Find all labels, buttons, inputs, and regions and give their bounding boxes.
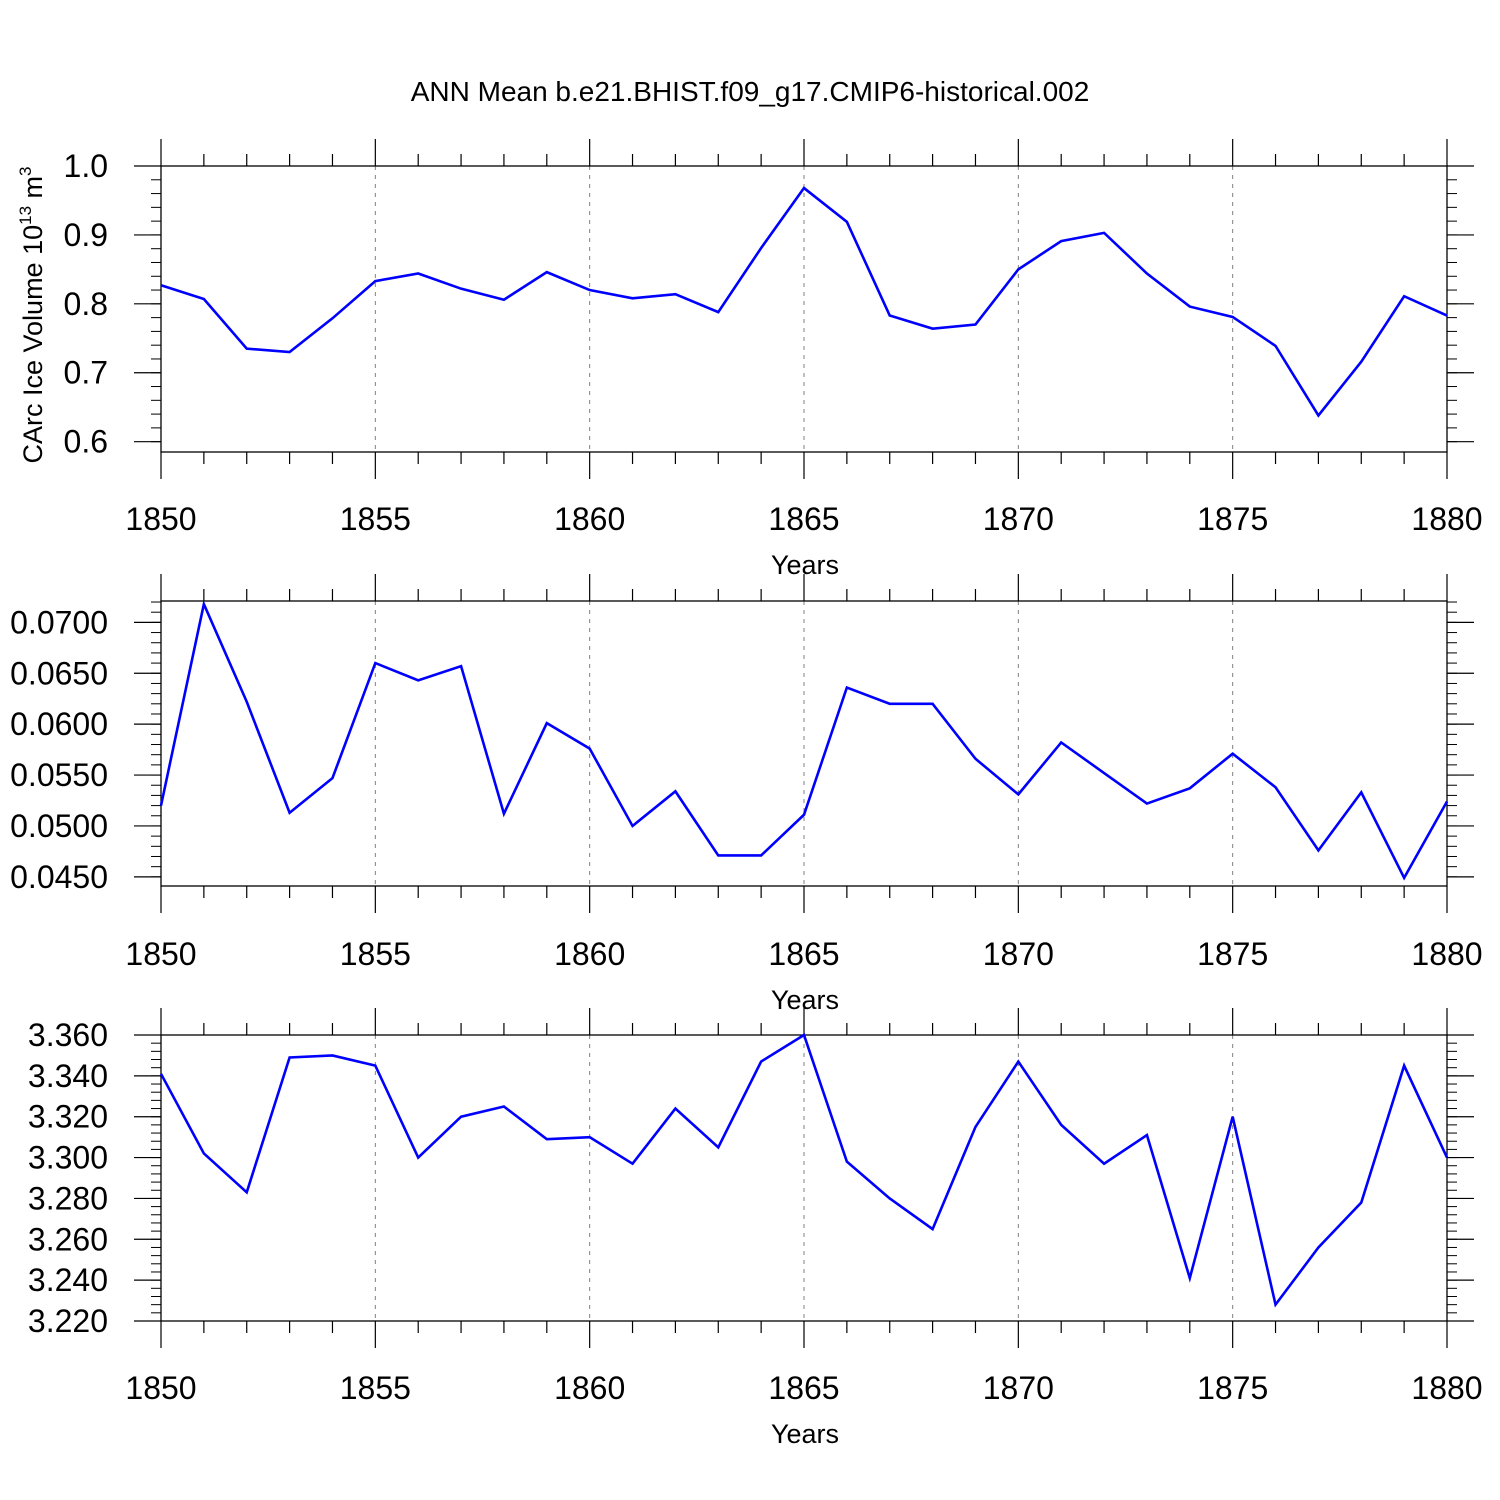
x-tick-label: 1880 [1411,501,1482,537]
x-axis-title: Years [771,1419,839,1449]
x-tick-label: 1850 [125,1370,196,1406]
x-tick-label: 1865 [768,1370,839,1406]
x-tick-label: 1860 [554,1370,625,1406]
y-axis-title-unit: m [18,176,48,206]
x-tick-label: 1850 [125,501,196,537]
plot-frame [160,600,1448,887]
x-tick-label: 1865 [768,501,839,537]
x-tick-label: 1880 [1411,936,1482,972]
x-tick-label: 1850 [125,936,196,972]
y-tick-label: 3.240 [28,1262,108,1298]
chart-panel-3: 3.220 3.240 3.260 3.280 3.300 3.320 3.340 3.360… [28,1008,1483,1449]
y-tick-label: 0.0700 [10,604,108,640]
y-axis-title-unit-exponent: 3 [16,166,35,175]
y-axis-title: CArc Ice Volume 1013 m3 [16,166,48,463]
y-tick-label: 0.0450 [10,859,108,895]
y-tick-label: 0.8 [64,286,108,322]
y-tick-label: 1.0 [64,148,108,184]
y-tick-label: 0.6 [64,424,108,460]
chart-panel-2: 0.0450 0.0500 0.0550 0.0600 0.0650 0.0700 1850… [10,574,1483,1015]
y-axis-title-exponent: 13 [16,206,35,225]
y-tick-label: 0.0600 [10,706,108,742]
y-tick-label: 3.320 [28,1099,108,1135]
x-tick-label: 1865 [768,936,839,972]
x-tick-label: 1875 [1197,936,1268,972]
x-tick-label: 1855 [340,936,411,972]
x-tick-label: 1875 [1197,501,1268,537]
series-line-3 [159,1033,1449,1308]
chart-title: ANN Mean b.e21.BHIST.f09_g17.CMIP6-histo… [411,76,1090,107]
y-tick-label: 3.340 [28,1058,108,1094]
x-tick-label: 1855 [340,501,411,537]
y-tick-label: 3.280 [28,1180,108,1216]
x-axis-title: Years [771,550,839,580]
x-tick-label: 1855 [340,1370,411,1406]
x-axis-title: Years [771,985,839,1015]
x-tick-label: 1860 [554,501,625,537]
y-tick-label: 3.220 [28,1303,108,1339]
y-tick-label: 0.0650 [10,655,108,691]
y-tick-label: 0.0550 [10,757,108,793]
x-tick-label: 1875 [1197,1370,1268,1406]
x-tick-label: 1870 [983,501,1054,537]
x-tick-label: 1880 [1411,1370,1482,1406]
y-tick-label: 0.9 [64,217,108,253]
x-tick-label: 1860 [554,936,625,972]
y-tick-label: 3.260 [28,1221,108,1257]
y-tick-label: 3.360 [28,1017,108,1053]
x-tick-label: 1870 [983,936,1054,972]
y-tick-label: 0.7 [64,355,108,391]
x-tick-label: 1870 [983,1370,1054,1406]
y-tick-label: 3.300 [28,1140,108,1176]
y-tick-label: 0.0500 [10,808,108,844]
chart-panel-1: 0.6 0.7 0.8 0.9 1.0 1850 1855 1860 1865 1870 1875 1… [16,139,1483,580]
y-axis-title-text: CArc Ice Volume 10 [18,225,48,464]
